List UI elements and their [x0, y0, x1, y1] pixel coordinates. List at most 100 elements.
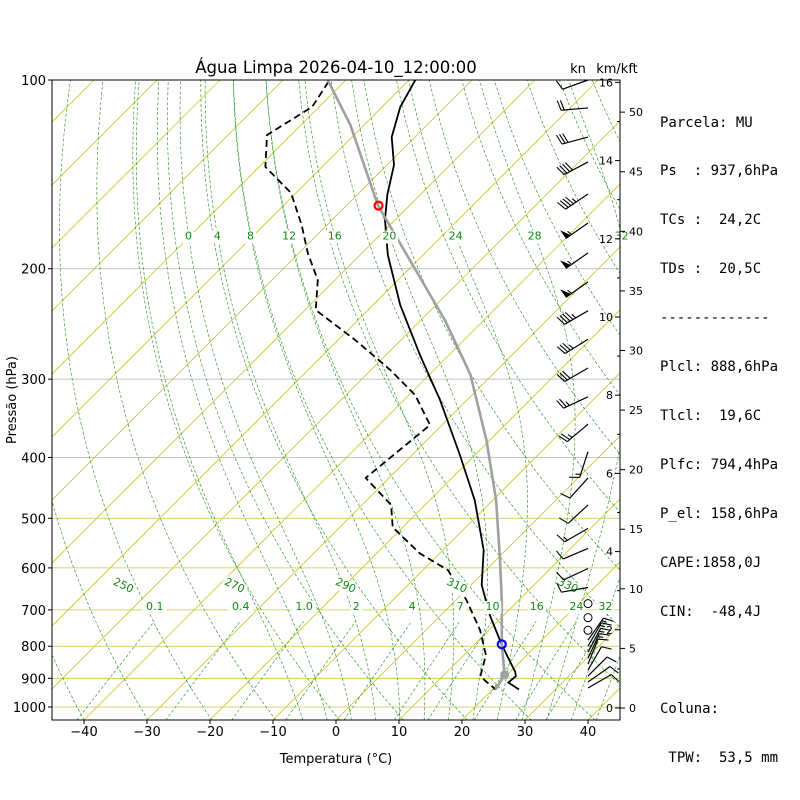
moist-adiabat-label-group: 4: [212, 230, 223, 244]
dry-adiabat-label-background: [109, 575, 137, 598]
barb-feather: [562, 313, 571, 322]
barb-staff: [562, 79, 589, 90]
y-tick-label: 900: [21, 672, 46, 687]
background-lines: [52, 80, 620, 720]
moist-adiabat-label-background: [280, 230, 298, 244]
barb-flag: [560, 260, 571, 269]
dry-adiabat-line: [200, 80, 468, 720]
barb-half-feather: [563, 536, 568, 541]
isotherm-line: [52, 80, 284, 312]
info-surface-temperature: TCs : 24,2C: [660, 212, 762, 229]
wind-barb: [556, 310, 589, 325]
profile-traces: [264, 80, 520, 691]
barb-feather: [559, 398, 567, 408]
mixing-ratio-label: 0.4: [232, 600, 250, 613]
moist-adiabat-line: [233, 80, 401, 720]
dry-adiabat-line: [461, 80, 620, 396]
barb-feather: [556, 346, 566, 354]
parcel-trace: [326, 80, 506, 691]
moist-adiabat-label-group: 12: [280, 230, 298, 244]
barb-half-feather: [599, 625, 606, 628]
barb-staff: [587, 656, 608, 677]
wind-barb: [560, 477, 589, 499]
isotherm-line: [335, 435, 620, 720]
kft-tick-label: 20: [629, 464, 643, 477]
moist-adiabat-label-background: [446, 230, 465, 244]
wind-barb: [556, 582, 589, 593]
wind-barb: [556, 367, 589, 383]
mixing-ratio-label: 0.1: [146, 600, 164, 613]
moist-adiabat-label-background: [183, 230, 194, 244]
dry-adiabat-line: [363, 80, 620, 571]
wind-barb: [587, 666, 619, 683]
moist-adiabat-label-group: 20: [380, 230, 399, 244]
barb-feather: [556, 166, 565, 175]
wind-barb: [583, 599, 593, 609]
x-tick-label: 30: [517, 725, 534, 740]
mixing-ratio-label-group: 32: [596, 600, 615, 614]
moist-adiabat-line: [136, 80, 304, 720]
barb-feather: [598, 638, 609, 641]
mixing-ratio-label: 32: [598, 600, 612, 613]
parcel-info-panel: Parcela: MU Ps : 937,6hPa TCs : 24,2C TD…: [660, 82, 778, 783]
temperature-trace: [384, 80, 520, 691]
mixing-ratio-line: [393, 621, 461, 720]
wind-barb: [555, 79, 589, 90]
wind-barbs: [555, 79, 620, 689]
barb-feather: [558, 435, 568, 443]
barb-feather: [559, 165, 568, 174]
x-axis-label: Temperatura (°C): [279, 752, 392, 767]
mixing-ratio-label-background: [291, 601, 317, 614]
wind-barb: [558, 504, 589, 524]
dry-adiabat-line: [298, 80, 620, 686]
barb-feather: [555, 80, 564, 90]
barb-feather: [562, 370, 571, 379]
kft-tick-label: 0: [629, 702, 636, 715]
mixing-ratio-label-background: [596, 601, 615, 614]
mixing-ratio-label-background: [142, 601, 167, 614]
barb-staff: [579, 451, 589, 478]
mixing-ratio-label-group: 0.4: [228, 600, 253, 614]
moist-adiabat-label-background: [212, 230, 223, 244]
wind-barb: [556, 338, 589, 355]
km-tick-label: 0: [606, 702, 613, 715]
moist-adiabat-label: 24: [449, 230, 463, 243]
isotherm-line: [52, 80, 158, 186]
moist-adiabat-line: [265, 80, 426, 720]
isotherm-line: [146, 246, 620, 720]
info-surface-dewpoint: TDs : 20,5C: [660, 261, 762, 278]
barb-feather: [603, 617, 614, 622]
wind-barb: [560, 252, 589, 269]
x-tick-label: 0: [332, 725, 340, 740]
info-blank: [660, 652, 778, 668]
barb-staff: [565, 193, 589, 210]
moist-adiabat-label-group: 16: [325, 230, 344, 244]
barb-feather: [565, 196, 574, 205]
moist-adiabat-label: 0: [185, 230, 192, 243]
barb-feather: [559, 315, 568, 324]
barb-feather: [559, 372, 568, 381]
km-tick-label: 12: [599, 233, 613, 246]
dewpoint-trace: [264, 81, 497, 691]
info-cin: CIN: -48,4J: [660, 603, 762, 620]
dry-adiabat-line: [96, 80, 277, 720]
barb-half-feather: [567, 289, 572, 294]
x-tick-label: 20: [454, 725, 471, 740]
barb-feather: [556, 582, 562, 593]
km-tick-label: 4: [606, 546, 613, 559]
mixing-ratio-label: 7: [457, 600, 464, 613]
moist-adiabat-label: 16: [328, 230, 342, 243]
x-tick-label: −10: [259, 725, 286, 740]
moist-adiabat-line: [204, 80, 376, 720]
plot-frame: [51, 79, 621, 721]
barb-half-feather: [571, 313, 577, 319]
y-axis-label: Pressão (hPa): [5, 356, 20, 444]
barb-feather: [556, 316, 565, 325]
moist-adiabat-label: 8: [247, 230, 254, 243]
wind-barb: [556, 161, 589, 176]
calm-wind-circle: [583, 613, 593, 623]
moist-adiabat-line: [304, 80, 455, 720]
mixing-ratio-label-group: 1.0: [291, 600, 317, 614]
mixing-ratio-label: 1.0: [295, 600, 313, 613]
